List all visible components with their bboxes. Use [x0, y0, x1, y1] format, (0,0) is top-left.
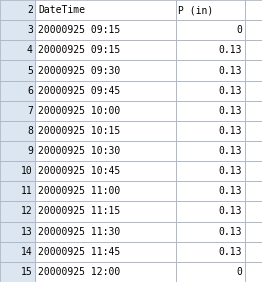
- Text: 20000925 09:30: 20000925 09:30: [38, 65, 120, 76]
- Text: P (in): P (in): [178, 5, 214, 15]
- Text: 4: 4: [27, 45, 33, 55]
- Text: 2: 2: [27, 5, 33, 15]
- Text: 20000925 09:45: 20000925 09:45: [38, 86, 120, 96]
- Text: 0.13: 0.13: [219, 106, 242, 116]
- Text: 0.13: 0.13: [219, 186, 242, 196]
- Text: 8: 8: [27, 126, 33, 136]
- Text: 0.13: 0.13: [219, 86, 242, 96]
- Text: 0.13: 0.13: [219, 65, 242, 76]
- Text: DateTime: DateTime: [38, 5, 85, 15]
- Text: 20000925 10:00: 20000925 10:00: [38, 106, 120, 116]
- Text: 0.13: 0.13: [219, 227, 242, 237]
- Text: 7: 7: [27, 106, 33, 116]
- Text: 6: 6: [27, 86, 33, 96]
- Text: 12: 12: [21, 206, 33, 217]
- Text: 0.13: 0.13: [219, 146, 242, 156]
- Text: 20000925 09:15: 20000925 09:15: [38, 25, 120, 35]
- Text: 0: 0: [237, 25, 242, 35]
- Text: 9: 9: [27, 146, 33, 156]
- Text: 20000925 10:45: 20000925 10:45: [38, 166, 120, 176]
- Text: 20000925 12:00: 20000925 12:00: [38, 267, 120, 277]
- Text: 3: 3: [27, 25, 33, 35]
- Text: 20000925 11:30: 20000925 11:30: [38, 227, 120, 237]
- Text: 0.13: 0.13: [219, 206, 242, 217]
- Text: 5: 5: [27, 65, 33, 76]
- Text: 15: 15: [21, 267, 33, 277]
- Text: 0: 0: [237, 267, 242, 277]
- Text: 20000925 10:30: 20000925 10:30: [38, 146, 120, 156]
- Text: 0.13: 0.13: [219, 247, 242, 257]
- Text: 20000925 11:00: 20000925 11:00: [38, 186, 120, 196]
- Text: 14: 14: [21, 247, 33, 257]
- Text: 11: 11: [21, 186, 33, 196]
- Text: 20000925 10:15: 20000925 10:15: [38, 126, 120, 136]
- Text: 20000925 11:15: 20000925 11:15: [38, 206, 120, 217]
- Text: 0.13: 0.13: [219, 45, 242, 55]
- Text: 0.13: 0.13: [219, 166, 242, 176]
- Text: 13: 13: [21, 227, 33, 237]
- Text: 20000925 09:15: 20000925 09:15: [38, 45, 120, 55]
- Text: 20000925 11:45: 20000925 11:45: [38, 247, 120, 257]
- Text: 10: 10: [21, 166, 33, 176]
- Text: 0.13: 0.13: [219, 126, 242, 136]
